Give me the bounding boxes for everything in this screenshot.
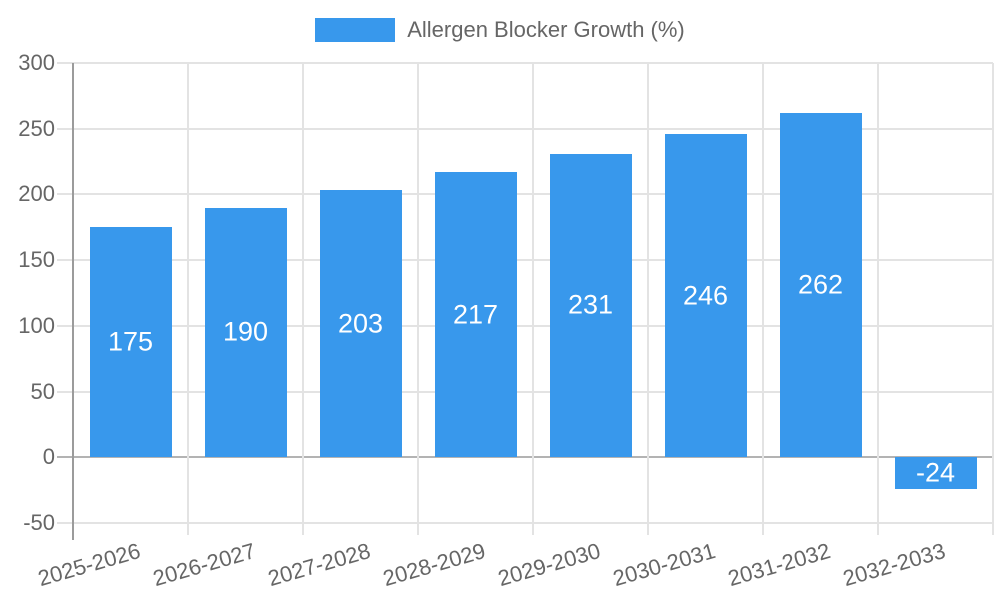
bar-2030-2031[interactable] — [664, 133, 747, 458]
bar-value-label: 175 — [107, 326, 154, 357]
bar-2026-2027[interactable] — [204, 207, 287, 458]
bar-value-label: 217 — [452, 299, 499, 330]
v-gridline — [762, 63, 764, 535]
h-gridline — [57, 324, 993, 327]
h-gridline — [57, 193, 993, 196]
y-axis-line — [72, 63, 74, 540]
bar-2025-2026[interactable] — [89, 227, 172, 458]
bar-value-label: 246 — [682, 280, 729, 311]
v-gridline — [992, 63, 994, 535]
v-gridline — [302, 63, 304, 535]
y-tick-label: 50 — [30, 378, 55, 404]
x-tick-label-2027-2028: 2027-2028 — [265, 538, 374, 592]
legend-label: Allergen Blocker Growth (%) — [407, 17, 685, 42]
x-tick-label-2025-2026: 2025-2026 — [35, 538, 144, 592]
h-gridline — [57, 127, 993, 130]
legend[interactable]: Allergen Blocker Growth (%) — [0, 18, 1000, 42]
v-gridline — [532, 63, 534, 535]
bar-2031-2032[interactable] — [779, 112, 862, 458]
h-gridline — [57, 62, 993, 64]
v-gridline — [877, 63, 879, 535]
x-tick-label-2029-2030: 2029-2030 — [495, 538, 604, 592]
y-tick-label: 300 — [18, 50, 55, 75]
y-tick-label: -50 — [23, 510, 55, 535]
v-gridline — [647, 63, 649, 535]
zero-gridline — [57, 456, 993, 459]
bar-value-label: 231 — [567, 289, 614, 320]
v-gridline — [187, 63, 189, 535]
h-gridline — [57, 522, 993, 524]
bar-value-label: 203 — [337, 308, 384, 339]
h-gridline — [57, 390, 993, 393]
x-tick-label-2032-2033: 2032-2033 — [840, 538, 949, 592]
bar-2029-2030[interactable] — [549, 153, 632, 458]
bar-2027-2028[interactable] — [319, 190, 402, 458]
y-tick-label: 250 — [18, 115, 55, 141]
bar-2028-2029[interactable] — [434, 172, 517, 458]
bar-value-label: 262 — [797, 269, 844, 300]
x-tick-label-2031-2032: 2031-2032 — [725, 538, 834, 592]
y-tick-label: 200 — [18, 181, 55, 207]
legend-swatch-icon — [315, 18, 396, 42]
y-tick-label: 0 — [42, 444, 55, 470]
y-tick-label: 150 — [18, 247, 55, 273]
y-tick-label: 100 — [18, 312, 55, 338]
bar-value-label: -24 — [915, 457, 956, 488]
x-tick-label-2030-2031: 2030-2031 — [610, 538, 719, 592]
x-tick-label-2026-2027: 2026-2027 — [150, 538, 259, 592]
bar-value-label: 190 — [222, 316, 269, 347]
x-tick-label-2028-2029: 2028-2029 — [380, 538, 489, 592]
bar-2032-2033[interactable] — [894, 457, 977, 489]
v-gridline — [417, 63, 419, 535]
h-gridline — [57, 259, 993, 262]
